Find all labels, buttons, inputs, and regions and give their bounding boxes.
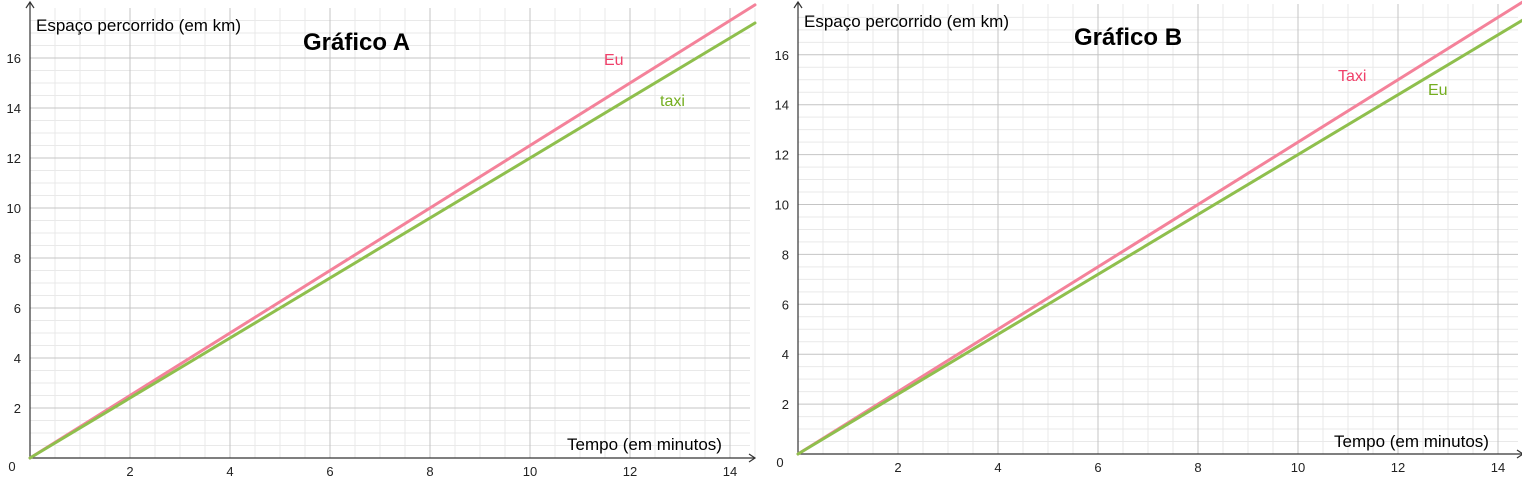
x-tick-label: 12 (1391, 460, 1405, 475)
chart-b-svg: 2 4 6 8 10 12 14 2 4 6 8 10 12 14 16 0 (775, 0, 1522, 475)
y-tick-label: 12 (775, 148, 789, 163)
x-tick-label: 14 (723, 464, 737, 479)
x-tick-label: 2 (126, 464, 133, 479)
chart-b-series-label-eu: Eu (1428, 82, 1448, 99)
series-line-0 (796, 0, 1522, 456)
x-tick-label: 4 (994, 460, 1001, 475)
chart-panel-a: 2 4 6 8 10 12 14 2 4 6 8 10 12 14 16 0 Espaço percorrid… (0, 0, 760, 481)
chart-b-ylabel: Espaço percorrido (em km) (804, 12, 1010, 31)
x-tick-label: 6 (1094, 460, 1101, 475)
y-tick-label: 4 (782, 347, 789, 362)
y-tick-label: 6 (14, 301, 21, 316)
y-tick-label: 10 (775, 198, 789, 213)
y-tick-label: 4 (14, 351, 21, 366)
chart-a-svg: 2 4 6 8 10 12 14 2 4 6 8 10 12 14 16 0 (7, 0, 757, 479)
x-tick-label: 2 (894, 460, 901, 475)
chart-a-title: Gráfico A (303, 29, 411, 56)
chart-panel-b: 2 4 6 8 10 12 14 2 4 6 8 10 12 14 16 0 Espaço percorrid… (768, 0, 1522, 481)
y-axis-arrow (793, 0, 803, 9)
chart-b-series-label-taxi: Taxi (1338, 68, 1367, 85)
x-axis-arrow (1516, 449, 1522, 459)
y-tick-label: 6 (782, 297, 789, 312)
chart-a-ylabel: Espaço percorrido (em km) (36, 16, 242, 35)
chart-a-series-label-taxi: taxi (660, 93, 685, 110)
y-tick-label: 12 (7, 151, 21, 166)
chart-b-title: Gráfico B (1074, 24, 1183, 51)
y-tick-label: 14 (7, 101, 21, 116)
series-line-0 (28, 3, 757, 460)
chart-b-xlabel: Tempo (em minutos) (1334, 432, 1489, 451)
y-tick-label: 8 (14, 251, 21, 266)
y-tick-label: 2 (782, 397, 789, 412)
y-axis-arrow (25, 0, 35, 9)
x-tick-label: 8 (1194, 460, 1201, 475)
x-tick-label: 10 (1291, 460, 1305, 475)
x-tick-label: 8 (426, 464, 433, 479)
x-axis-arrow (748, 453, 757, 463)
x-tick-label: 14 (1491, 460, 1505, 475)
origin-label: 0 (776, 455, 783, 470)
y-tick-label: 16 (775, 48, 789, 63)
origin-label: 0 (8, 459, 15, 474)
y-tick-label: 16 (7, 51, 21, 66)
x-tick-label: 4 (226, 464, 233, 479)
y-tick-label: 14 (775, 98, 789, 113)
chart-a-series-label-eu: Eu (604, 52, 624, 69)
y-tick-label: 10 (7, 201, 21, 216)
series-line-1 (796, 18, 1522, 456)
x-tick-label: 6 (326, 464, 333, 479)
x-tick-label: 12 (623, 464, 637, 479)
series-line-1 (28, 21, 757, 460)
chart-a-xlabel: Tempo (em minutos) (567, 435, 722, 454)
y-tick-label: 8 (782, 247, 789, 262)
x-tick-label: 10 (523, 464, 537, 479)
y-tick-label: 2 (14, 401, 21, 416)
